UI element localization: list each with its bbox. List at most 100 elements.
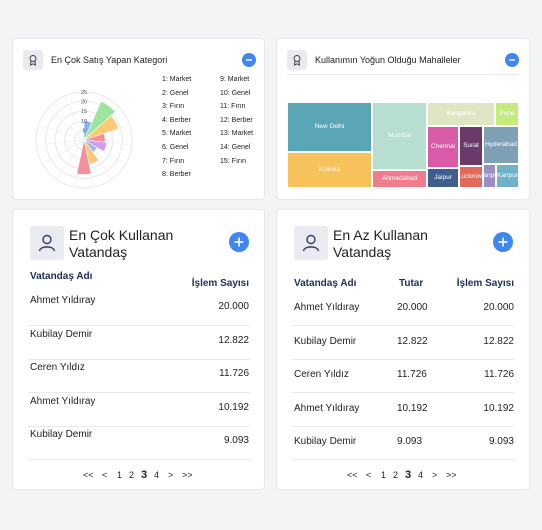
dense-neighborhoods-card: Kullanımın Yoğun Olduğu Mahalleler New D…	[276, 38, 530, 200]
row-divider	[28, 325, 250, 326]
treemap-cell[interactable]: New Delhi	[287, 102, 372, 152]
legend-item[interactable]: 3: Fırın	[162, 103, 185, 111]
page-link[interactable]: 1	[381, 470, 387, 480]
radial-tick-label: 20	[81, 100, 87, 106]
column-header-name[interactable]: Vatandaş Adı	[30, 271, 93, 282]
column-header-amount[interactable]: Tutar	[399, 278, 424, 289]
grid-spoke	[64, 95, 85, 141]
table-cell-count: 10.192	[483, 402, 514, 414]
legend-item[interactable]: 8: Berber	[162, 171, 191, 179]
treemap-cell[interactable]: Hyderabad	[483, 126, 519, 164]
legend-item[interactable]: 4: Berber	[162, 116, 191, 124]
treemap-cell[interactable]: Kanpur	[483, 164, 496, 188]
treemap-cell-label: Kolkata	[318, 166, 341, 173]
legend-item[interactable]: 12: Berber	[220, 116, 253, 124]
grid-spoke	[36, 139, 85, 146]
column-header-count[interactable]: İşlem Sayısı	[456, 278, 514, 289]
treemap-cell[interactable]: Jaipur	[427, 168, 459, 188]
legend-item[interactable]: 9: Market	[220, 76, 250, 83]
radial-tick-label: 15	[81, 109, 87, 115]
page-link[interactable]: 3	[141, 469, 148, 481]
table-cell-amount: 11.726	[397, 369, 427, 380]
legend-item[interactable]: 7: Fırın	[162, 157, 185, 165]
legend-item[interactable]: 2: Genel	[162, 89, 189, 97]
legend-item[interactable]: 6: Genel	[162, 144, 189, 151]
table-cell-amount: 10.192	[397, 402, 428, 414]
grid-spoke	[55, 139, 85, 180]
legend-item[interactable]: 15: Fırın	[220, 157, 247, 165]
treemap-cell[interactable]: Surat	[459, 126, 483, 166]
treemap-cell[interactable]: Kolkata	[287, 152, 372, 188]
page-link[interactable]: >>	[446, 470, 457, 480]
treemap-cell[interactable]: Kanpur	[496, 164, 519, 188]
legend-item[interactable]: 1: Market	[162, 76, 192, 83]
page-link[interactable]: 2	[393, 470, 399, 480]
page-link[interactable]: <	[366, 470, 372, 480]
treemap-cell-label: Ahmedabad	[381, 175, 418, 182]
column-header-name[interactable]: Vatandaş Adı	[294, 278, 357, 289]
table-cell-count: 20.000	[483, 302, 514, 313]
page-link[interactable]: <	[102, 470, 108, 480]
treemap-cell[interactable]: Chennai	[427, 126, 459, 168]
treemap-cell[interactable]: Lucknow	[459, 166, 483, 188]
top-sales-category-title: En Çok Satış Yapan Kategori	[51, 55, 168, 65]
table-cell-name: Ahmet Yıldıray	[294, 302, 360, 313]
grid-spoke	[38, 124, 85, 141]
legend-item[interactable]: 5: Market	[162, 130, 192, 138]
page-link[interactable]: <<	[347, 470, 358, 480]
table-cell-name: Ahmet Yıldıray	[294, 402, 360, 414]
collapse-neighborhoods-button[interactable]	[505, 53, 519, 67]
page-link[interactable]: 4	[418, 470, 424, 480]
page-link[interactable]: <<	[83, 470, 94, 480]
table-cell-count: 12.822	[218, 334, 249, 346]
treemap-chart: New Delhi Kolkata Mumbai Ahmedabad Bangalore…	[287, 102, 519, 188]
most-using-title: En Çok Kullanan Vatandaş	[69, 227, 174, 260]
treemap-cell[interactable]: Ahmedabad	[372, 170, 427, 188]
dense-neighborhoods-title: Kullanımın Yoğun Olduğu Mahalleler	[315, 55, 461, 65]
legend-item[interactable]: 13: Market	[220, 130, 254, 138]
treemap-cell[interactable]: Mumbai	[372, 102, 427, 170]
collapse-top-sales-button[interactable]	[242, 53, 256, 67]
treemap-cell[interactable]: Pune	[495, 102, 519, 126]
row-divider	[292, 358, 514, 360]
add-least-using-button[interactable]	[493, 232, 513, 252]
pagination: << <1 2 3 4 > >>	[347, 469, 467, 484]
user-icon	[30, 226, 64, 260]
table-cell-name: Ceren Yıldız	[294, 369, 349, 380]
page-link[interactable]: >>	[182, 470, 193, 480]
page-link[interactable]: >	[168, 470, 174, 480]
treemap-cell-label: Jaipur	[434, 174, 452, 181]
treemap-cell[interactable]: Bangalore	[427, 102, 495, 126]
table-cell-name: Kubilay Demir	[294, 436, 357, 447]
table-cell-amount: 20.000	[397, 302, 428, 313]
treemap-cell-label: Chennai	[430, 143, 456, 150]
add-most-using-button[interactable]	[229, 232, 249, 252]
page-link[interactable]: >	[432, 470, 438, 480]
plus-icon	[234, 237, 244, 247]
page-link[interactable]: 4	[154, 470, 160, 480]
polar-slice[interactable]	[83, 101, 116, 141]
table-cell-name: Kubilay Demir	[30, 429, 93, 440]
table-cell-count: 9.093	[488, 436, 514, 447]
page-link[interactable]: 3	[405, 469, 412, 481]
page-link[interactable]: 2	[129, 470, 135, 480]
page-link[interactable]: 1	[117, 470, 123, 480]
polar-legend: 1: Market 2: Genel 3: Fırın 4: Berber 5: Mar…	[162, 76, 262, 196]
grid-spoke	[48, 107, 85, 141]
polar-slice[interactable]	[76, 139, 92, 175]
treemap-cell-label: Mumbai	[387, 132, 412, 139]
legend-item[interactable]: 11: Fırın	[220, 103, 246, 111]
column-header-count[interactable]: İşlem Sayısı	[191, 278, 249, 289]
polar-slice[interactable]	[83, 139, 108, 152]
least-using-title: En Az Kullanan Vatandaş	[333, 227, 428, 260]
legend-item[interactable]: 14: Genel	[220, 144, 251, 151]
title-divider	[287, 74, 519, 75]
radial-tick-label: 5	[82, 128, 85, 134]
table-cell-count: 11.726	[484, 369, 514, 380]
legend-item[interactable]: 10: Genel	[220, 89, 251, 97]
polar-slice[interactable]	[83, 115, 120, 141]
treemap-cell-label: New Delhi	[314, 123, 345, 130]
table-cell-count: 12.822	[483, 335, 514, 347]
least-using-citizens-card: En Az Kullanan Vatandaş Vatandaş Adı Tut…	[276, 209, 530, 490]
table-cell-count: 11.726	[219, 368, 249, 379]
